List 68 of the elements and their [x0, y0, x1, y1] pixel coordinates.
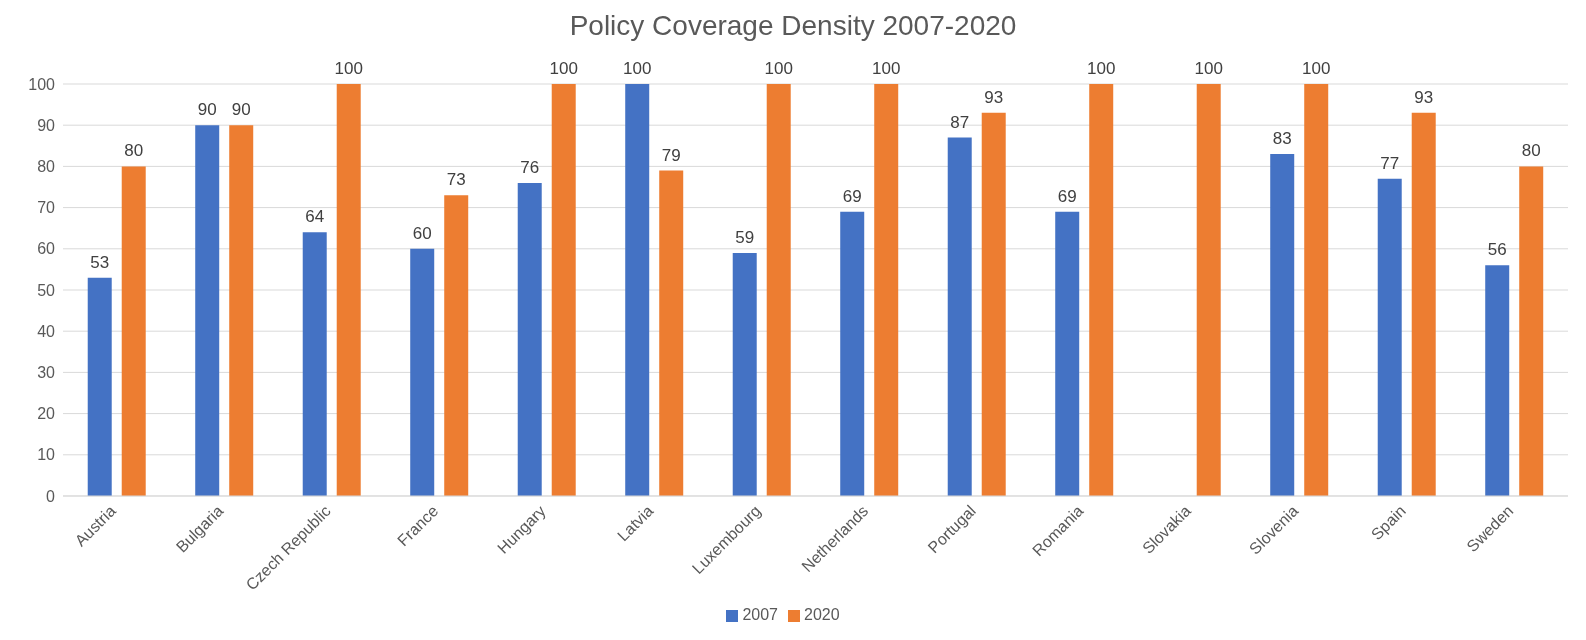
- y-tick-label: 50: [37, 281, 56, 299]
- bar: [1270, 154, 1295, 496]
- data-label: 79: [661, 145, 681, 165]
- bar: [229, 125, 254, 496]
- data-label: 56: [1487, 240, 1507, 260]
- bar: [121, 166, 146, 496]
- data-label: 100: [1087, 59, 1116, 78]
- data-label: 100: [1302, 59, 1331, 78]
- data-label: 60: [412, 223, 432, 243]
- data-label: 100: [623, 59, 652, 78]
- data-label: 59: [735, 227, 755, 247]
- bar: [1377, 178, 1402, 496]
- bar: [981, 112, 1006, 496]
- data-label: 100: [764, 59, 793, 78]
- data-label: 80: [1521, 141, 1541, 161]
- bar: [732, 252, 757, 496]
- data-label: 80: [124, 141, 144, 161]
- bar: [87, 277, 112, 496]
- chart-title: Policy Coverage Density 2007-2020: [568, 9, 1018, 43]
- y-tick-label: 40: [37, 322, 56, 340]
- data-label: 73: [446, 170, 466, 190]
- bar: [659, 170, 684, 496]
- data-label: 100: [334, 59, 363, 78]
- bar: [840, 211, 865, 496]
- data-label: 90: [231, 100, 251, 120]
- data-label: 87: [950, 112, 970, 132]
- data-label: 100: [872, 59, 901, 78]
- data-label: 83: [1272, 129, 1292, 149]
- data-label: 93: [984, 87, 1004, 107]
- y-tick-label: 70: [37, 199, 56, 217]
- bar: [1519, 166, 1544, 496]
- y-tick-label: 80: [37, 158, 56, 176]
- data-label: 69: [1057, 186, 1077, 206]
- bar: [766, 84, 791, 496]
- legend-label: 2007: [742, 606, 778, 623]
- bar: [874, 84, 899, 496]
- y-tick-label: 0: [46, 487, 56, 505]
- bar: [551, 84, 576, 496]
- bar: [444, 195, 469, 496]
- legend-label: 2020: [804, 606, 840, 623]
- bar: [336, 84, 361, 496]
- bar: [410, 248, 435, 496]
- data-label: 100: [549, 59, 578, 78]
- bar: [1055, 211, 1080, 496]
- bar: [302, 232, 327, 496]
- data-label: 90: [197, 100, 217, 120]
- bar: [195, 125, 220, 496]
- data-label: 100: [1194, 59, 1223, 78]
- bar: [947, 137, 972, 496]
- data-label: 76: [520, 157, 540, 177]
- bar: [517, 182, 542, 496]
- data-label: 69: [842, 186, 862, 206]
- bar: [1411, 112, 1436, 496]
- data-label: 64: [305, 207, 325, 227]
- y-tick-label: 90: [37, 116, 56, 134]
- bar: [625, 84, 650, 496]
- bar: [1485, 265, 1510, 496]
- bar: [1304, 84, 1329, 496]
- y-tick-label: 20: [37, 405, 56, 423]
- bar: [1089, 84, 1114, 496]
- data-label: 53: [90, 252, 110, 272]
- data-label: 77: [1380, 153, 1400, 173]
- y-tick-label: 60: [37, 240, 56, 258]
- y-tick-label: 10: [37, 446, 56, 464]
- y-tick-label: 30: [37, 364, 56, 382]
- data-label: 93: [1414, 87, 1434, 107]
- bar: [1196, 84, 1221, 496]
- y-tick-label: 100: [28, 75, 56, 93]
